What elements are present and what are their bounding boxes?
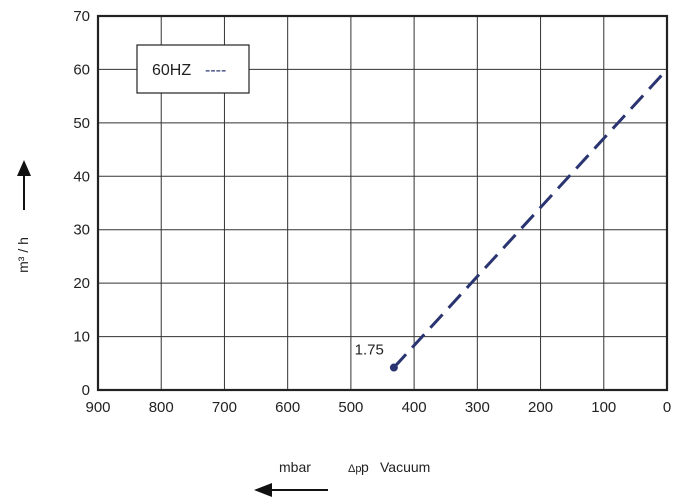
x-axis-arrow-icon (254, 483, 272, 497)
x-tick-label: 200 (528, 399, 553, 416)
y-axis-title: m³ / h (15, 237, 31, 273)
legend-label: 60HZ (152, 62, 191, 79)
x-tick-labels: 900 800 700 600 500 400 300 200 100 0 (85, 399, 671, 416)
x-axis-title: Vacuum (380, 459, 430, 475)
legend-line-sample: ---- (205, 62, 226, 79)
y-tick-label: 60 (73, 61, 90, 78)
x-axis-delta-symbol: Δp (348, 463, 361, 475)
y-axis-arrow-icon (17, 160, 31, 176)
y-axis-label: m³ / h (15, 160, 31, 273)
annotation-label: 1.75 (355, 342, 384, 359)
series-line-60hz (392, 68, 669, 369)
x-axis-symbol-p: p (361, 459, 369, 475)
x-tick-label: 100 (591, 399, 616, 416)
x-axis-unit: mbar (279, 459, 311, 475)
start-point (389, 363, 398, 372)
x-tick-label: 800 (149, 399, 174, 416)
y-tick-label: 30 (73, 222, 90, 239)
x-tick-label: 0 (663, 399, 671, 416)
x-tick-label: 700 (212, 399, 237, 416)
plot-frame (96, 14, 669, 392)
y-tick-label: 40 (73, 168, 90, 185)
legend-box (136, 44, 250, 94)
series-layer: 1.75 (355, 68, 669, 372)
y-tick-label: 50 (73, 115, 90, 132)
x-axis-label: mbar Δp p Vacuum (254, 459, 430, 497)
y-tick-label: 70 (73, 8, 90, 25)
x-tick-label: 900 (85, 399, 110, 416)
y-tick-labels: 0 10 20 30 40 50 60 70 (73, 8, 90, 399)
x-tick-label: 500 (338, 399, 363, 416)
x-tick-label: 600 (275, 399, 300, 416)
y-tick-label: 20 (73, 275, 90, 292)
y-tick-label: 10 (73, 329, 90, 346)
legend: 60HZ ---- (136, 44, 250, 94)
y-tick-label: 0 (82, 382, 90, 399)
x-tick-label: 400 (402, 399, 427, 416)
x-tick-label: 300 (465, 399, 490, 416)
